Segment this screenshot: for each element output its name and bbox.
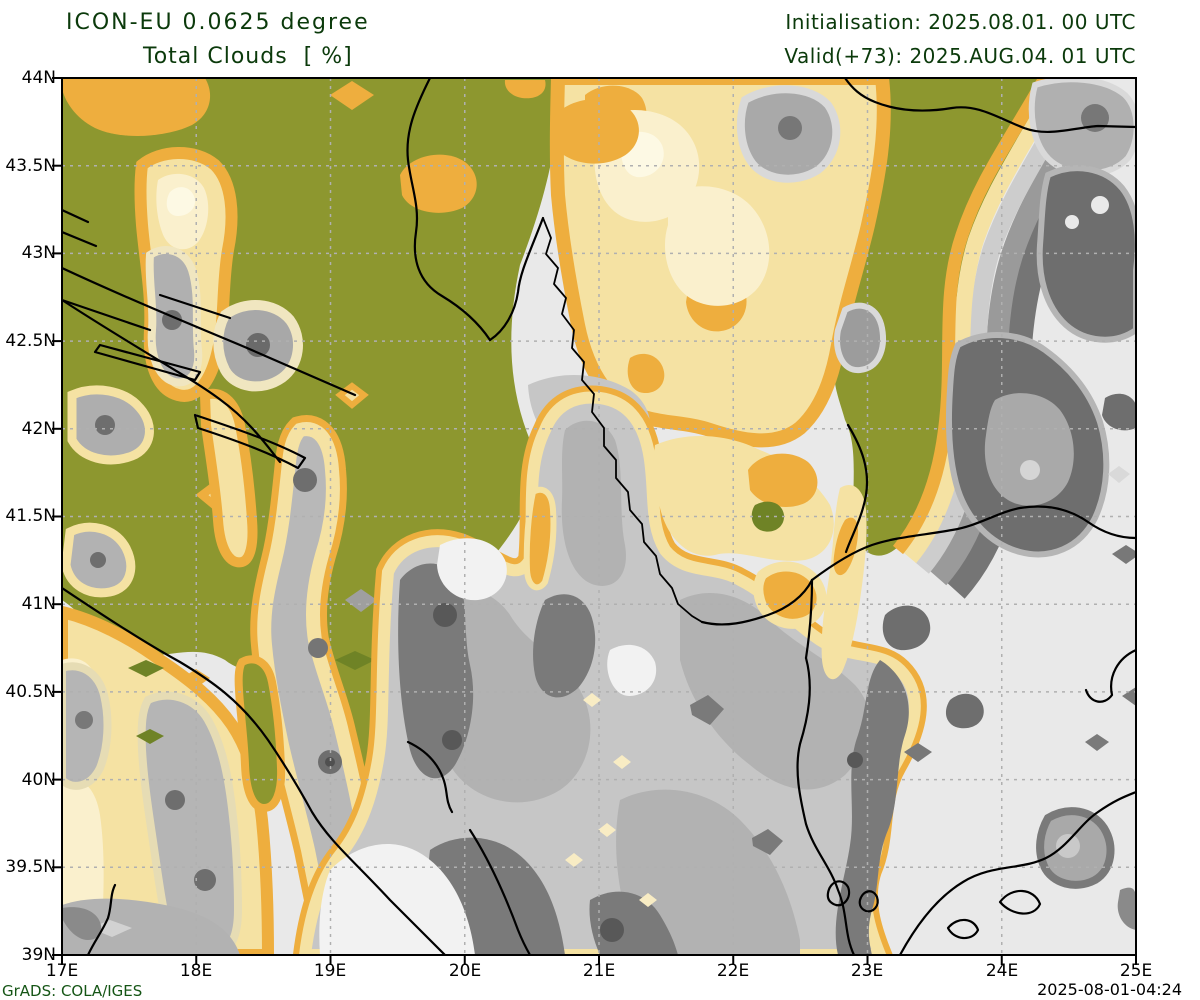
valid-time-label: Valid(+73): 2025.AUG.04. 01 UTC [784,44,1136,68]
lat-label-41n: 41N [21,594,56,614]
lat-label-42n: 42N [21,419,56,439]
lat-label-40-5n: 40.5N [5,682,56,702]
grid-layer [62,78,1136,955]
lat-label-42-5n: 42.5N [5,331,56,351]
lat-label-43n: 43N [21,243,56,263]
initialisation-label: Initialisation: 2025.08.01. 00 UTC [785,10,1136,34]
lat-label-44n: 44N [21,68,56,88]
central-cloud-mass [292,385,927,955]
lon-label-20e: 20E [448,961,482,981]
lon-label-17e: 17E [45,961,79,981]
lat-label-39n: 39N [21,945,56,965]
lon-label-19e: 19E [313,961,347,981]
generated-timestamp: 2025-08-01-04:24 [1037,980,1182,999]
lat-label-40n: 40N [21,770,56,790]
lon-label-21e: 21E [582,961,616,981]
cloud-shading-layer [62,78,1136,955]
lat-label-39-5n: 39.5N [5,857,56,877]
grads-credit: GrADS: COLA/IGES [2,982,143,1000]
cloud-features-bottom-left [62,605,522,955]
lon-label-25e: 25E [1119,961,1153,981]
cloud-region-center-top [549,78,891,448]
model-title: ICON-EU 0.0625 degree [66,10,370,35]
lat-label-43-5n: 43.5N [5,156,56,176]
lon-label-18e: 18E [179,961,213,981]
lon-label-22e: 22E [716,961,750,981]
lat-label-41-5n: 41.5N [5,506,56,526]
lon-label-23e: 23E [850,961,884,981]
cloud-core [1081,104,1109,132]
cloud-cover-map [52,77,1137,965]
map-frame-layer [52,77,1137,965]
country-borders-layer [62,78,1136,955]
lon-label-24e: 24E [985,961,1019,981]
product-title: Total Clouds [ %] [143,44,353,69]
